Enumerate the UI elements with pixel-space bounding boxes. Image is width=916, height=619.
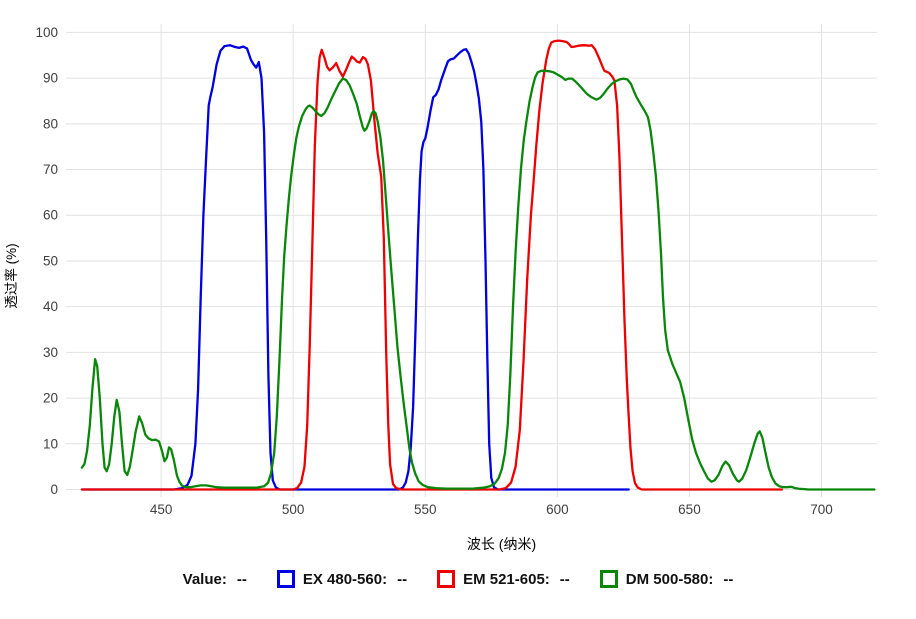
legend-value-em: -- [559, 570, 570, 588]
x-axis-title: 波长 (纳米) [467, 536, 536, 552]
series-curve-dm [80, 69, 876, 491]
legend-item-ex[interactable]: EX 480-560: -- [276, 570, 408, 588]
legend-swatch-ex [276, 570, 295, 588]
legend-value-dm: -- [723, 570, 734, 588]
x-tick-label: 600 [546, 502, 569, 517]
series-curve-em [80, 39, 784, 491]
legend-item-em[interactable]: EM 521-605: -- [437, 570, 570, 588]
y-tick-label: 100 [35, 25, 58, 40]
legend-label-ex: EX 480-560: [302, 570, 388, 588]
legend-value-ex: -- [397, 570, 408, 588]
y-tick-label: 80 [43, 116, 58, 131]
x-tick-label: 650 [678, 502, 701, 517]
x-tick-label: 450 [150, 502, 173, 517]
legend-label-em: EM 521-605: [463, 570, 550, 588]
y-tick-label: 50 [43, 253, 58, 268]
legend-value: -- [236, 570, 247, 588]
legend: Value: -- EX 480-560: -- EM 521-605: -- … [0, 568, 916, 590]
y-tick-label: 40 [43, 299, 58, 314]
y-tick-label: 10 [43, 436, 58, 451]
x-tick-label: 700 [810, 502, 833, 517]
x-tick-label: 550 [414, 502, 437, 517]
legend-value-readout: Value: -- [183, 571, 247, 588]
y-tick-label: 60 [43, 208, 58, 223]
y-tick-label: 70 [43, 162, 58, 177]
legend-item-dm[interactable]: DM 500-580: -- [599, 570, 734, 588]
y-tick-label: 90 [43, 71, 58, 86]
y-axis-title: 透过率 (%) [3, 243, 19, 308]
y-tick-label: 30 [43, 345, 58, 360]
legend-swatch-em [437, 570, 456, 588]
series-curve-ex [80, 44, 630, 491]
x-tick-label: 500 [282, 502, 305, 517]
legend-label-dm: DM 500-580: [625, 570, 714, 588]
spectra-plot[interactable]: 0 10 20 30 40 50 60 70 80 90 100 450 500 550 600 650 700… [0, 0, 916, 562]
plot-area: 0 10 20 30 40 50 60 70 80 90 100 450 500 550 600 650 700… [0, 0, 916, 562]
y-tick-label: 0 [50, 482, 58, 497]
legend-swatch-dm [599, 570, 618, 588]
y-tick-label: 20 [43, 391, 58, 406]
legend-value-label: Value: [182, 570, 227, 588]
